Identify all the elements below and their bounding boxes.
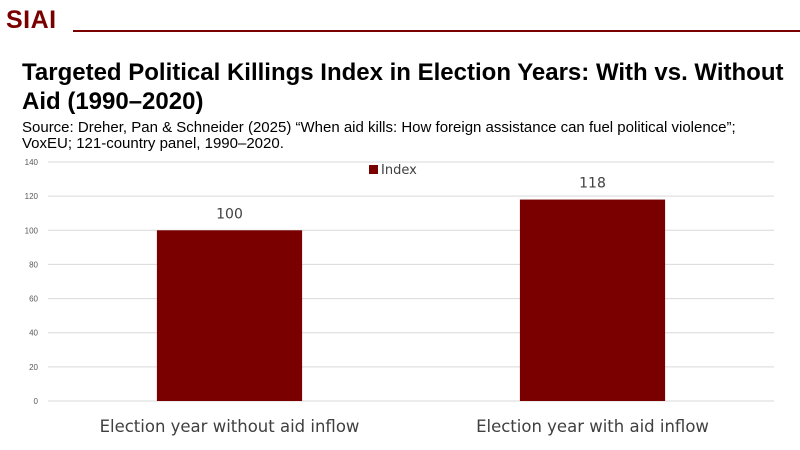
- y-tick-label: 40: [29, 329, 38, 338]
- bar: [519, 199, 666, 401]
- data-label: 118: [579, 176, 606, 192]
- header-rule: [73, 30, 800, 32]
- bar: [156, 230, 303, 401]
- x-category-label: Election year with aid inflow: [476, 417, 709, 436]
- y-tick-label: 140: [25, 158, 39, 167]
- y-tick-label: 100: [25, 226, 39, 235]
- siai-logo: SIAI: [6, 6, 57, 34]
- y-tick-label: 120: [25, 192, 39, 201]
- x-category-label: Election year without aid inflow: [100, 417, 360, 436]
- legend-label: Index: [381, 163, 417, 178]
- y-tick-label: 60: [29, 295, 38, 304]
- chart-title: Targeted Political Killings Index in Ele…: [22, 59, 784, 115]
- chart-source: Source: Dreher, Pan & Schneider (2025) “…: [22, 119, 736, 152]
- y-tick-label: 0: [34, 397, 39, 406]
- legend-swatch: [369, 165, 378, 174]
- data-label: 100: [216, 206, 243, 222]
- y-tick-label: 20: [29, 363, 38, 372]
- y-tick-label: 80: [29, 260, 38, 269]
